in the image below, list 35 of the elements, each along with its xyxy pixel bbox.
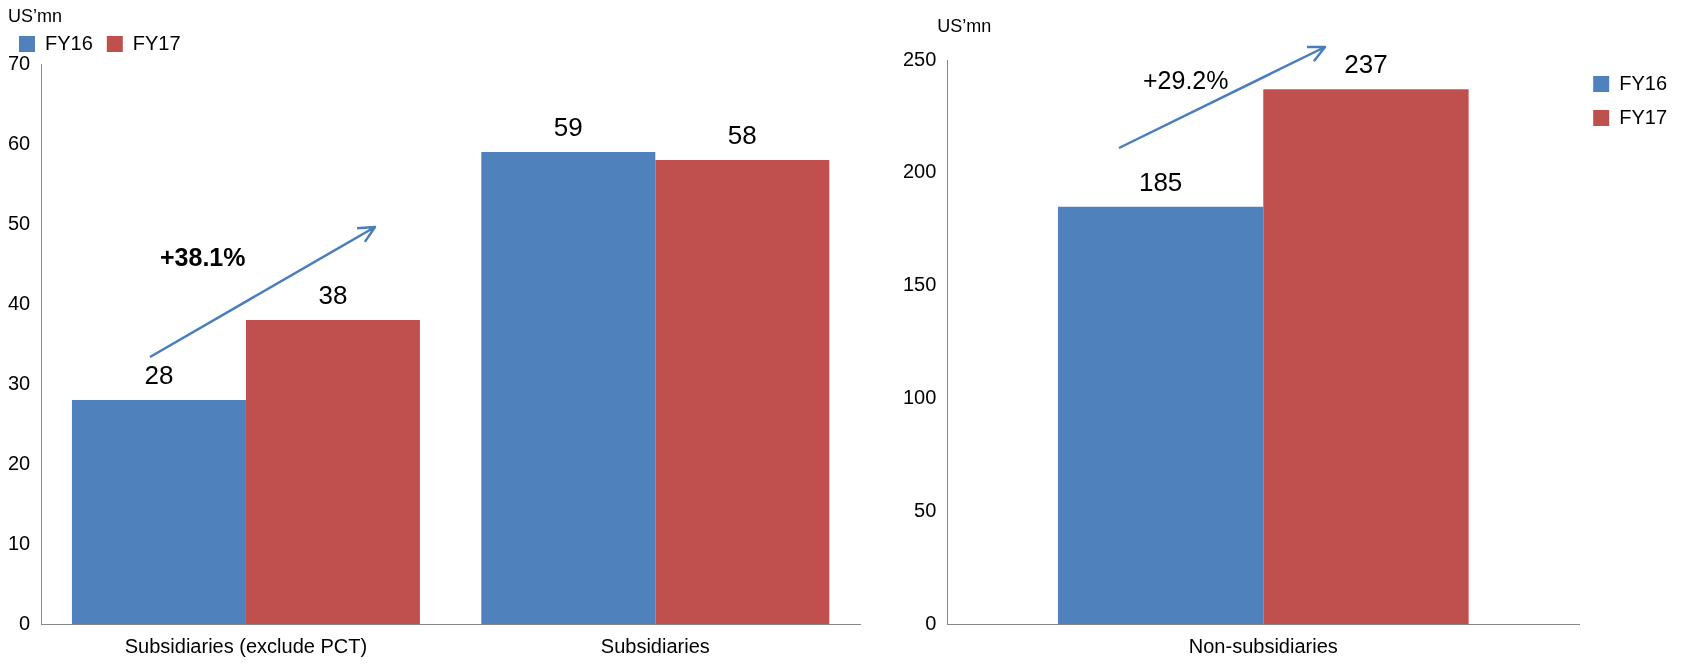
- y-tick-label: 50: [914, 498, 937, 521]
- annotation: +38.1%: [160, 243, 246, 272]
- data-label: 59: [553, 112, 583, 143]
- y-tick-label: 60: [8, 131, 31, 154]
- x-tick-label: Subsidiaries (exclude PCT): [124, 634, 368, 657]
- x-tick-label: Non-subsidiaries: [1188, 634, 1338, 657]
- legend-label: FY17: [1619, 105, 1668, 128]
- annotation: +29.2%: [1143, 66, 1229, 95]
- data-label: 237: [1344, 49, 1388, 80]
- y-tick-label: 10: [8, 531, 31, 554]
- bar: [481, 152, 656, 624]
- bar: [655, 160, 830, 624]
- bar: [71, 400, 246, 624]
- y-tick-label: 0: [925, 611, 937, 634]
- y-tick-label: 250: [902, 47, 937, 70]
- y-tick-label: 200: [902, 160, 937, 183]
- legend-label: FY17: [132, 31, 181, 54]
- y-tick-label: 40: [8, 291, 31, 314]
- legend-label: FY16: [1619, 71, 1668, 94]
- bar: [245, 320, 420, 624]
- y-tick-label: 70: [8, 51, 31, 74]
- legend-label: FY16: [45, 31, 93, 54]
- y-tick-label: 100: [902, 385, 937, 408]
- y-tick-label: 30: [8, 371, 31, 394]
- y-axis-title: US’mn: [8, 5, 63, 26]
- y-axis-title: US’mn: [937, 15, 992, 36]
- data-label: 38: [318, 280, 348, 311]
- data-label: 58: [727, 120, 757, 151]
- x-tick-label: Subsidiaries: [600, 634, 710, 657]
- data-label: 28: [144, 360, 174, 391]
- y-tick-label: 0: [19, 611, 31, 634]
- y-tick-label: 150: [902, 273, 937, 296]
- y-tick-label: 50: [8, 211, 31, 234]
- data-label: 185: [1138, 166, 1183, 197]
- y-tick-label: 20: [8, 451, 31, 474]
